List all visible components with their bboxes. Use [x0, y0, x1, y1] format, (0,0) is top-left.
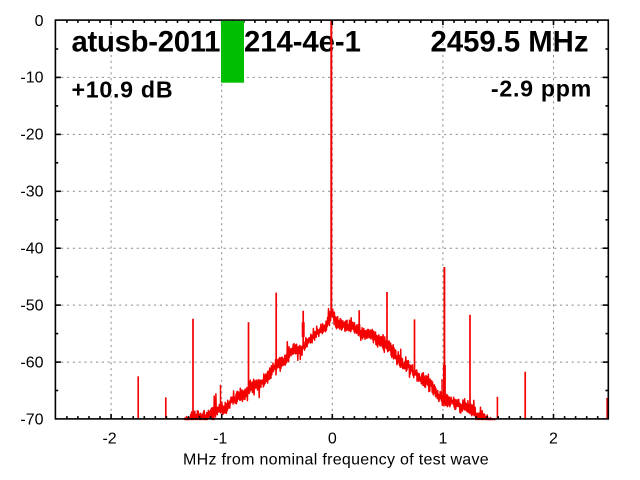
svg-text:-60: -60	[20, 354, 43, 371]
svg-text:MHz from nominal frequency of: MHz from nominal frequency of test wave	[183, 452, 489, 469]
svg-text:-30: -30	[20, 184, 43, 201]
svg-text:-70: -70	[20, 411, 43, 428]
svg-text:-1: -1	[213, 431, 227, 448]
svg-text:atusb-2011: atusb-2011	[72, 25, 221, 58]
svg-text:-40: -40	[20, 241, 43, 258]
svg-text:0: 0	[328, 431, 337, 448]
svg-text:-10: -10	[20, 70, 43, 87]
svg-text:-50: -50	[20, 297, 43, 314]
svg-text:+10.9 dB: +10.9 dB	[72, 77, 174, 103]
svg-text:1: 1	[438, 431, 447, 448]
svg-text:-2.9 ppm: -2.9 ppm	[491, 75, 592, 101]
svg-text:214-4e-1: 214-4e-1	[244, 25, 361, 58]
svg-text:-20: -20	[20, 127, 43, 144]
svg-text:2: 2	[549, 431, 558, 448]
svg-text:0: 0	[35, 13, 44, 30]
svg-text:2459.5 MHz: 2459.5 MHz	[431, 25, 589, 58]
svg-text:-2: -2	[102, 431, 116, 448]
